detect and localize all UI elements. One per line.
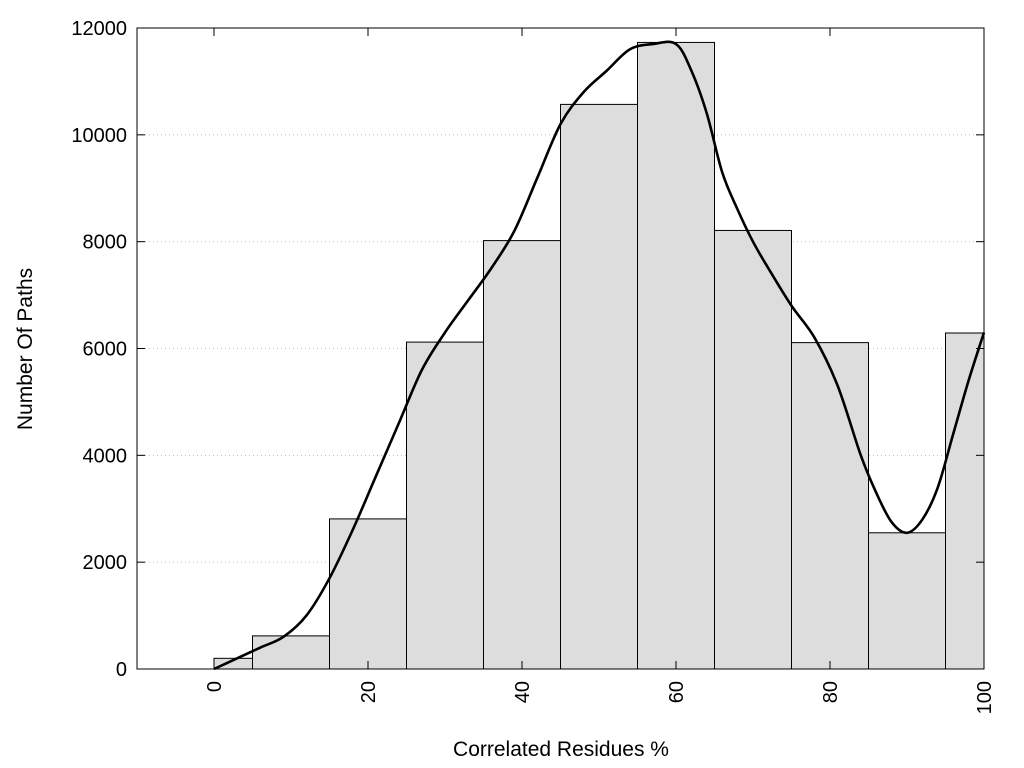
density-curve-group (213, 40, 986, 671)
bar-7 (714, 229, 792, 670)
bar-3 (406, 341, 484, 670)
y-tick-label: 6000 (83, 339, 128, 361)
bar-6 (637, 41, 715, 670)
x-tick-label: 40 (512, 681, 534, 703)
x-axis-ticks: 0 20 40 60 80 100 (204, 28, 996, 714)
x-axis-title: Correlated Residues % (453, 738, 669, 761)
x-tick-label: 20 (358, 681, 380, 703)
y-tick-label: 8000 (83, 232, 128, 254)
x-tick-label: 100 (974, 681, 996, 714)
x-tick-label: 60 (666, 681, 688, 703)
bar-4 (483, 240, 561, 670)
bar-9 (868, 532, 946, 670)
y-tick-label: 12000 (71, 18, 127, 40)
density-curve (213, 40, 986, 671)
bar-5 (560, 103, 638, 670)
bar-2 (329, 518, 407, 670)
y-axis-title: Number Of Paths (14, 268, 37, 430)
x-tick-label: 80 (820, 681, 842, 703)
y-axis-ticks: 0 2000 4000 6000 8000 10000 12000 (71, 18, 984, 681)
bar-8 (791, 342, 869, 670)
y-tick-label: 4000 (83, 445, 128, 467)
y-tick-label: 2000 (83, 552, 128, 574)
y-tick-label: 0 (116, 659, 127, 681)
x-tick-label: 0 (204, 681, 226, 692)
y-tick-label: 10000 (71, 125, 127, 147)
bar-10 (945, 332, 985, 670)
bar-1 (252, 635, 330, 670)
